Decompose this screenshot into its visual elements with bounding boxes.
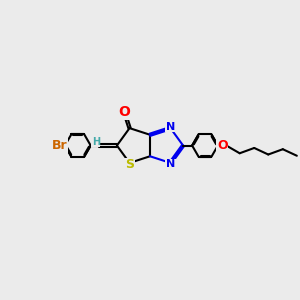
Text: N: N (166, 122, 175, 132)
Text: H: H (92, 137, 100, 147)
Text: N: N (166, 159, 175, 170)
Text: O: O (118, 105, 130, 119)
Text: O: O (217, 139, 228, 152)
Text: Br: Br (52, 139, 67, 152)
Text: S: S (125, 158, 134, 171)
